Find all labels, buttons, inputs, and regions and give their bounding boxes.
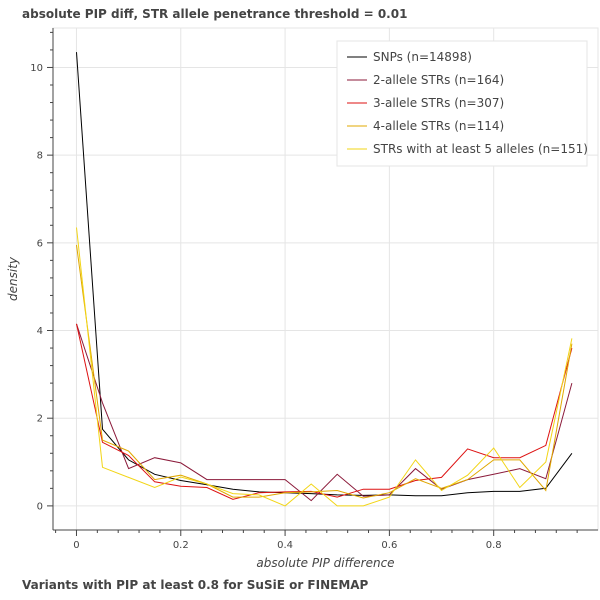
x-tick-label: 0: [73, 540, 79, 551]
series-line-5: [76, 227, 573, 507]
x-tick-label: 0.8: [486, 540, 502, 551]
x-tick-label: 0.2: [173, 540, 189, 551]
y-tick-label: 4: [37, 326, 43, 337]
y-axis-label: density: [6, 256, 20, 301]
series-line-3: [76, 323, 573, 500]
series-line-2: [76, 323, 573, 502]
legend-label: 4-allele STRs (n=114): [373, 119, 504, 133]
legend-item: STRs with at least 5 alleles (n=151): [347, 142, 588, 156]
x-axis-label: absolute PIP difference: [256, 556, 394, 570]
y-tick-label: 10: [30, 63, 43, 74]
legend-label: SNPs (n=14898): [373, 50, 472, 64]
chart-caption: Variants with PIP at least 0.8 for SuSiE…: [22, 578, 369, 592]
legend-label: 2-allele STRs (n=164): [373, 73, 504, 87]
legend-label: STRs with at least 5 alleles (n=151): [373, 142, 588, 156]
legend: SNPs (n=14898) 2-allele STRs (n=164) 3-all…: [336, 40, 588, 167]
series-lines: [76, 52, 573, 507]
legend-item: 3-allele STRs (n=307): [347, 96, 504, 110]
y-tick-label: 6: [37, 238, 43, 249]
axes: 0 0.2 0.4 0.6 0.8 0 2 4 6 8 10: [30, 28, 598, 551]
x-tick-label: 0.6: [381, 540, 397, 551]
series-line-4: [76, 244, 573, 499]
y-tick-label: 2: [37, 414, 43, 425]
chart-title: absolute PIP diff, STR allele penetrance…: [22, 7, 408, 21]
legend-label: 3-allele STRs (n=307): [373, 96, 504, 110]
legend-item: 4-allele STRs (n=114): [347, 119, 504, 133]
legend-box: [336, 40, 588, 167]
y-tick-label: 8: [37, 151, 43, 162]
x-tick-label: 0.4: [277, 540, 293, 551]
legend-item: SNPs (n=14898): [347, 50, 472, 64]
legend-item: 2-allele STRs (n=164): [347, 73, 504, 87]
y-tick-label: 0: [37, 501, 43, 512]
